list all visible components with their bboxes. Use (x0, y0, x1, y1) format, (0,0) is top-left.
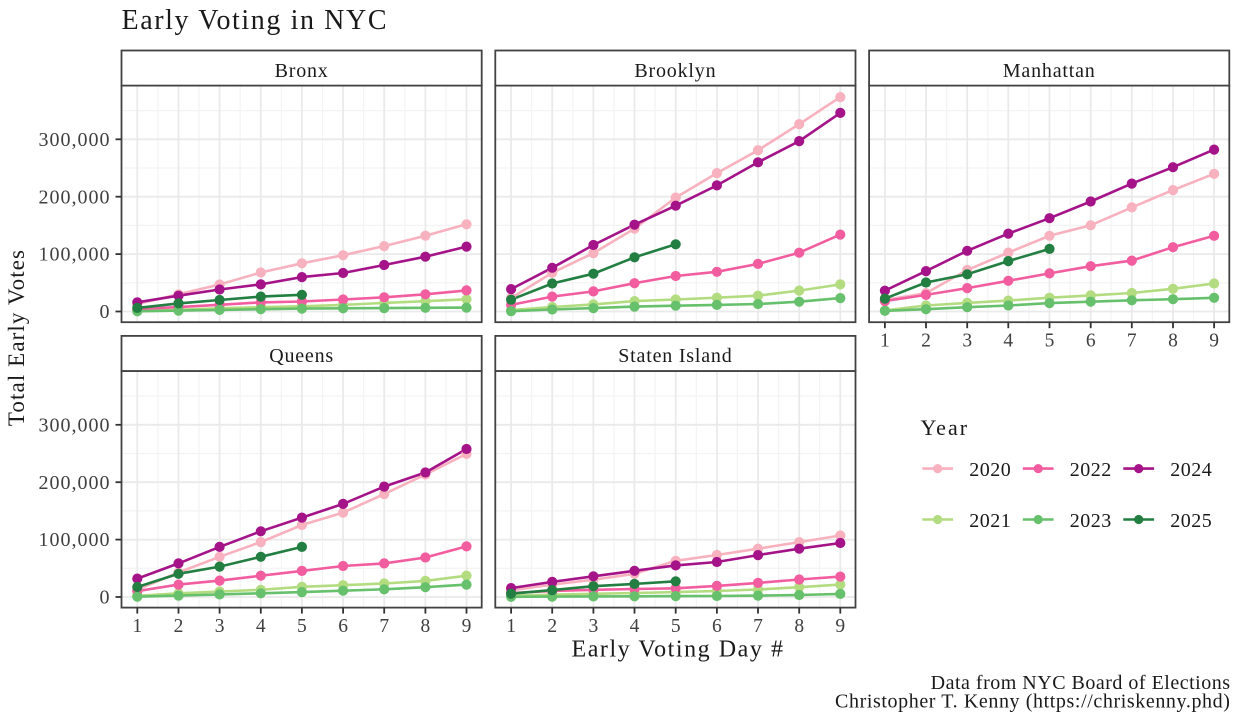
svg-text:Bronx: Bronx (275, 60, 329, 82)
svg-text:1: 1 (132, 616, 142, 637)
svg-text:Manhattan: Manhattan (1003, 60, 1096, 82)
svg-text:3: 3 (962, 330, 972, 351)
svg-text:Year: Year (921, 415, 970, 440)
svg-text:7: 7 (1127, 330, 1137, 351)
svg-text:2: 2 (174, 616, 184, 637)
svg-text:2025: 2025 (1170, 510, 1212, 532)
svg-text:9: 9 (835, 616, 845, 637)
svg-text:200,000: 200,000 (39, 472, 111, 494)
svg-text:4: 4 (256, 616, 266, 637)
svg-text:0: 0 (100, 587, 111, 609)
svg-text:6: 6 (1086, 330, 1096, 351)
svg-text:8: 8 (421, 616, 431, 637)
svg-text:6: 6 (338, 616, 348, 637)
svg-text:Brooklyn: Brooklyn (634, 60, 716, 82)
svg-text:Queens: Queens (269, 345, 334, 367)
svg-text:2023: 2023 (1070, 510, 1112, 532)
svg-text:4: 4 (1003, 330, 1013, 351)
svg-text:2024: 2024 (1170, 459, 1212, 481)
svg-text:9: 9 (1209, 330, 1219, 351)
svg-text:3: 3 (215, 616, 225, 637)
svg-text:300,000: 300,000 (39, 414, 111, 436)
svg-text:Total Early Votes: Total Early Votes (4, 249, 29, 426)
svg-text:Christopher T. Kenny (https://: Christopher T. Kenny (https://chriskenny… (835, 691, 1230, 713)
svg-text:300,000: 300,000 (39, 129, 111, 151)
svg-text:6: 6 (712, 616, 722, 637)
svg-text:2021: 2021 (969, 510, 1011, 532)
svg-text:2: 2 (547, 616, 557, 637)
svg-text:5: 5 (1045, 330, 1055, 351)
svg-text:8: 8 (1168, 330, 1178, 351)
svg-text:Early Voting Day #: Early Voting Day # (572, 637, 785, 663)
svg-text:7: 7 (753, 616, 763, 637)
svg-text:2022: 2022 (1070, 459, 1112, 481)
svg-text:3: 3 (589, 616, 599, 637)
svg-text:7: 7 (379, 616, 389, 637)
svg-text:1: 1 (506, 616, 516, 637)
svg-text:2: 2 (921, 330, 931, 351)
svg-text:1: 1 (880, 330, 890, 351)
svg-text:Staten Island: Staten Island (618, 345, 732, 367)
svg-text:100,000: 100,000 (39, 244, 111, 266)
svg-text:200,000: 200,000 (39, 186, 111, 208)
svg-text:Data from NYC Board of Electio: Data from NYC Board of Elections (931, 672, 1231, 694)
svg-text:4: 4 (630, 616, 640, 637)
svg-text:2020: 2020 (969, 459, 1011, 481)
svg-text:9: 9 (462, 616, 472, 637)
svg-text:100,000: 100,000 (39, 529, 111, 551)
svg-text:8: 8 (794, 616, 804, 637)
svg-text:0: 0 (100, 301, 111, 323)
svg-text:5: 5 (671, 616, 681, 637)
svg-text:5: 5 (297, 616, 307, 637)
svg-text:Early Voting in NYC: Early Voting in NYC (122, 5, 389, 36)
